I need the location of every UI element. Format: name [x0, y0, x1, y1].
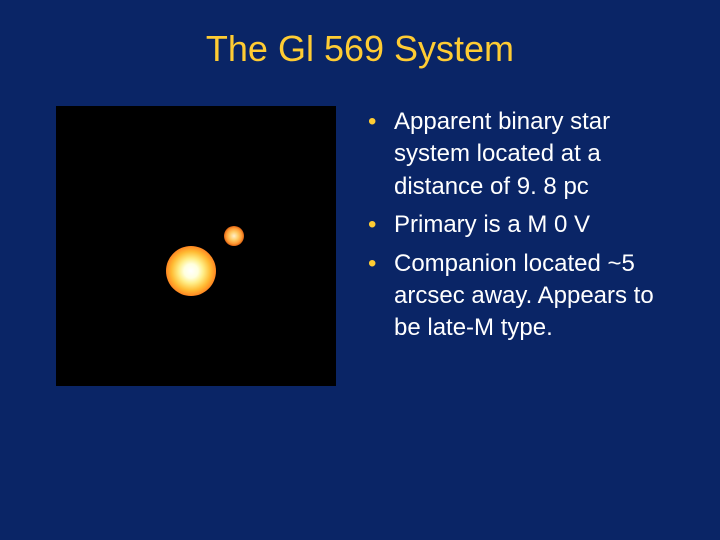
primary-star-icon [166, 246, 216, 296]
bullet-list: Apparent binary star system located at a… [368, 106, 680, 351]
list-item: Apparent binary star system located at a… [368, 106, 680, 203]
slide-content: Apparent binary star system located at a… [40, 106, 680, 386]
list-item: Companion located ~5 arcsec away. Appear… [368, 248, 680, 345]
slide-title: The Gl 569 System [40, 28, 680, 70]
star-image [56, 106, 336, 386]
list-item: Primary is a M 0 V [368, 209, 680, 241]
slide: The Gl 569 System Apparent binary star s… [0, 0, 720, 540]
companion-star-icon [224, 226, 244, 246]
